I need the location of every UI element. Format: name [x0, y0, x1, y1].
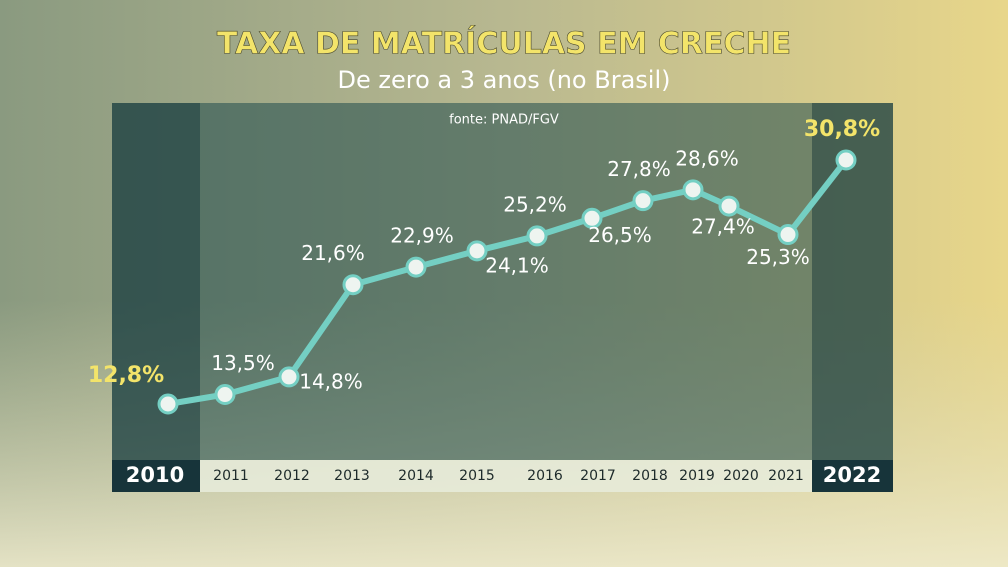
value-label: 27,4% — [691, 215, 755, 239]
x-tick-label: 2014 — [398, 468, 434, 484]
x-tick-label: 2019 — [679, 468, 715, 484]
x-tick-label: 2010 — [126, 463, 184, 487]
x-tick-label: 2021 — [768, 468, 804, 484]
x-tick-label: 2013 — [334, 468, 370, 484]
source: fonte: PNAD/FGV — [449, 113, 559, 128]
x-tick-label: 2017 — [580, 468, 616, 484]
value-label: 27,8% — [607, 157, 671, 181]
marker — [278, 366, 300, 388]
panel-left-strip — [112, 103, 200, 460]
value-label: 30,8% — [804, 117, 880, 142]
chart-title: TAXA DE MATRÍCULAS EM CRECHE — [217, 26, 791, 62]
marker — [682, 179, 704, 201]
marker — [632, 190, 654, 212]
x-tick-label: 2020 — [723, 468, 759, 484]
marker — [526, 225, 548, 247]
x-tick-label: 2015 — [459, 468, 495, 484]
marker — [718, 195, 740, 217]
chart-panel — [112, 103, 893, 460]
value-label: 14,8% — [299, 369, 363, 393]
value-label: 25,3% — [746, 245, 810, 269]
x-tick-label: 2018 — [632, 468, 668, 484]
year-box-right — [812, 460, 893, 492]
marker — [777, 224, 799, 246]
chart-subtitle: De zero a 3 anos (no Brasil) — [338, 66, 671, 94]
x-tick-label: 2012 — [274, 468, 310, 484]
value-label: 26,5% — [588, 223, 652, 247]
x-tick-label: 2011 — [213, 468, 249, 484]
x-tick-label: 2016 — [527, 468, 563, 484]
marker — [157, 393, 179, 415]
value-label: 28,6% — [675, 146, 739, 170]
marker — [214, 384, 236, 406]
year-strip — [112, 460, 893, 492]
x-tick-label: 2022 — [823, 463, 881, 487]
marker — [581, 207, 603, 229]
marker — [835, 149, 857, 171]
value-label: 21,6% — [301, 241, 365, 265]
value-label: 25,2% — [503, 192, 567, 216]
marker — [405, 256, 427, 278]
value-label: 22,9% — [390, 224, 454, 248]
value-label: 24,1% — [485, 253, 549, 277]
year-box-left — [112, 460, 200, 492]
value-label: 12,8% — [88, 363, 164, 388]
marker — [342, 274, 364, 296]
marker — [466, 240, 488, 262]
value-label: 13,5% — [211, 351, 275, 375]
